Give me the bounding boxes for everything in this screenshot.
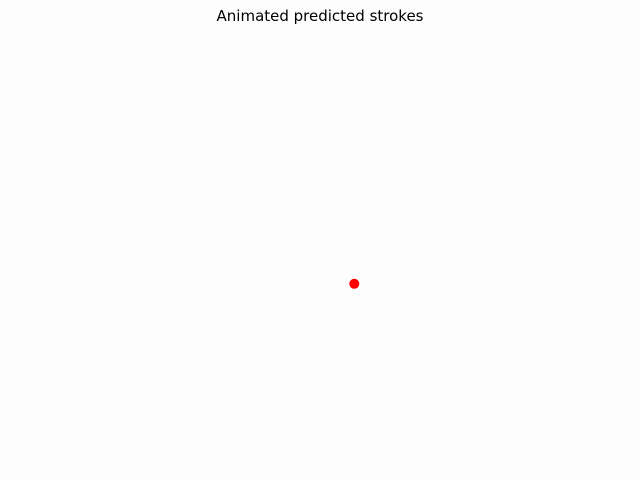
chart-title: Animated predicted strokes (216, 7, 424, 25)
data-point (349, 278, 360, 289)
